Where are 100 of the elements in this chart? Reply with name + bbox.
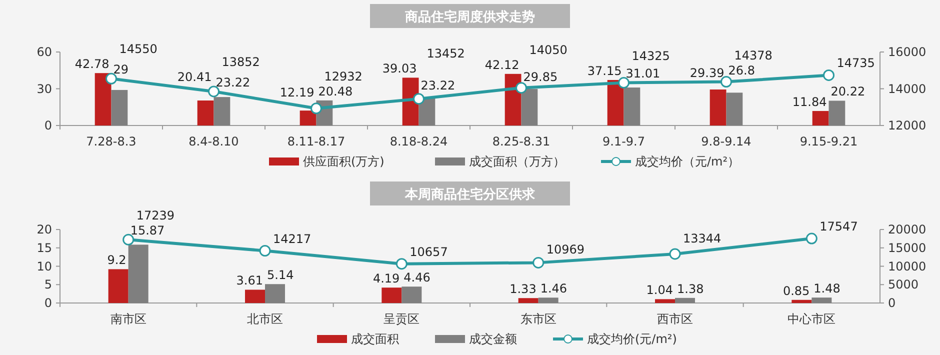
data-label: 10969 [546, 242, 585, 257]
x-tick-label: 东市区 [520, 312, 556, 326]
point [806, 232, 818, 244]
y-tick-label: 30 [36, 82, 52, 96]
y2-tick-label: 0 [888, 296, 896, 310]
bar [521, 88, 538, 126]
data-label: 5.14 [267, 268, 294, 282]
bar [518, 298, 538, 303]
point [106, 72, 117, 84]
point [532, 256, 544, 268]
chart-title: 本周商品住宅分区供求 [404, 186, 536, 202]
data-label: 14378 [734, 48, 772, 63]
data-label: 23.22 [420, 78, 456, 92]
bar [812, 298, 832, 303]
legend-label: 供应面积(万方) [303, 154, 384, 168]
bar [828, 100, 846, 126]
point [259, 245, 271, 257]
data-label: 3.61 [236, 274, 263, 288]
legend-label: 成交均价（元/m²） [635, 154, 740, 168]
x-tick-label: 北市区 [247, 312, 283, 326]
bar [710, 89, 726, 126]
y-tick-label: 0 [44, 118, 52, 132]
y2-tick-label: 16000 [888, 45, 926, 59]
bar [538, 298, 558, 303]
data-label: 4.19 [372, 272, 400, 286]
data-label: 1.38 [677, 282, 704, 296]
bar [128, 244, 148, 303]
data-label: 17547 [820, 220, 858, 234]
x-tick-label: 呈贡区 [384, 312, 420, 326]
legend-label: 成交面积（万方） [469, 154, 565, 168]
data-label: 15.87 [130, 224, 165, 238]
point [310, 102, 322, 114]
y2-tick-label: 20000 [888, 222, 926, 236]
x-tick-label: 8.4-8.10 [188, 134, 239, 148]
bar [300, 110, 316, 126]
data-label: 14735 [836, 56, 875, 70]
bar [504, 74, 522, 126]
x-tick-label: 9.15-9.21 [800, 134, 858, 148]
data-label: 14217 [273, 232, 312, 246]
bar [792, 300, 812, 303]
data-label: 29.85 [523, 70, 558, 84]
data-label: 12.19 [280, 85, 314, 100]
data-label: 13852 [222, 55, 260, 70]
legend-label: 成交面积 [351, 332, 399, 346]
point [720, 76, 732, 88]
data-label: 14325 [632, 48, 670, 63]
point [618, 77, 630, 89]
bar [265, 284, 285, 303]
legend-label: 成交均价(元/m²) [587, 332, 677, 346]
x-tick-label: 西市区 [657, 312, 693, 326]
data-label: 9.2 [107, 253, 126, 268]
bar [382, 288, 402, 303]
data-label: 10657 [410, 244, 448, 259]
bar [402, 286, 422, 303]
bar [111, 90, 128, 126]
data-label: 14550 [119, 42, 158, 56]
data-label: 42.78 [74, 57, 110, 72]
x-tick-label: 南市区 [110, 312, 146, 326]
y2-tick-label: 10000 [888, 259, 926, 274]
y2-tick-label: 5000 [888, 278, 919, 292]
point [413, 93, 424, 105]
y-tick-label: 5 [44, 278, 52, 292]
data-label: 13452 [426, 46, 465, 61]
data-label: 23.22 [216, 75, 250, 90]
y-tick-label: 10 [36, 259, 52, 274]
y2-tick-label: 12000 [888, 118, 926, 132]
x-tick-label: 中心市区 [788, 312, 836, 326]
data-label: 12932 [324, 69, 362, 84]
bar [108, 269, 128, 303]
chart-title: 商品住宅周度供求走势 [404, 9, 535, 25]
data-label: 31.01 [626, 66, 660, 80]
point [823, 69, 834, 81]
data-label: 0.85 [782, 284, 810, 298]
data-label: 4.46 [404, 270, 430, 285]
legend-label: 成交金额 [469, 332, 517, 346]
y-tick-label: 0 [44, 296, 52, 310]
data-label: 17239 [136, 208, 175, 223]
data-label: 13344 [683, 232, 722, 246]
x-tick-label: 7.28-8.3 [86, 134, 136, 148]
point [208, 86, 220, 98]
bar [624, 88, 640, 126]
point [516, 82, 527, 94]
point [669, 248, 681, 260]
data-label: 1.46 [540, 282, 568, 296]
point [396, 258, 408, 270]
bar [214, 97, 230, 126]
data-label: 1.04 [646, 283, 673, 298]
bar [675, 298, 695, 303]
bar [607, 80, 624, 126]
y-tick-label: 15 [36, 240, 52, 255]
data-label: 20.48 [318, 84, 353, 98]
data-label: 37.15 [587, 64, 622, 78]
bar [812, 110, 829, 126]
y2-tick-label: 14000 [888, 82, 926, 96]
point [122, 234, 134, 246]
data-label: 1.48 [814, 282, 840, 296]
data-label: 20.22 [830, 84, 866, 99]
y-tick-label: 60 [36, 45, 52, 59]
y2-tick-label: 15000 [888, 240, 926, 255]
data-label: 29.39 [690, 66, 724, 80]
